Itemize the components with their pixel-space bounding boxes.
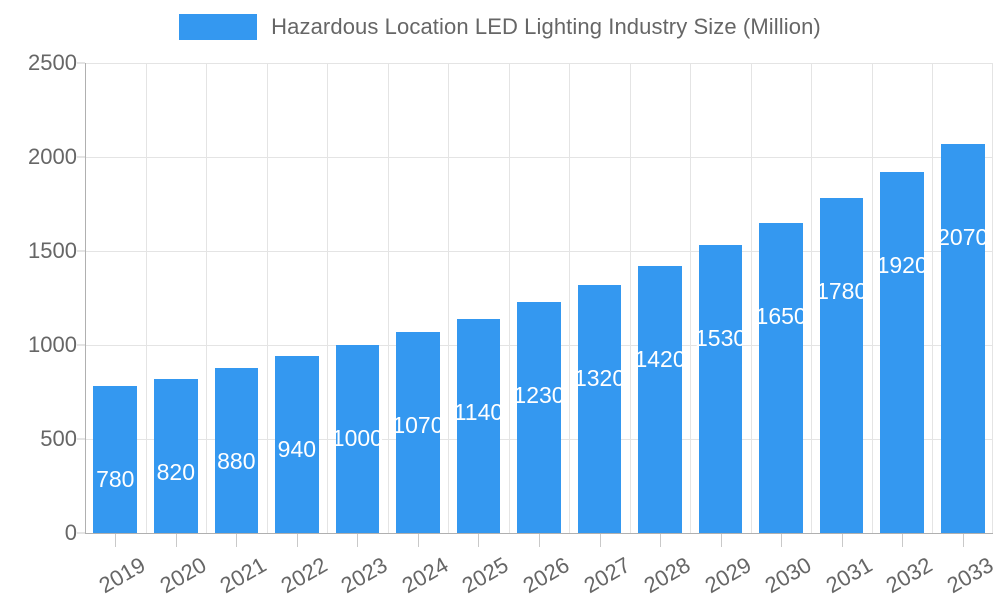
y-axis-tick-label: 500 xyxy=(40,426,77,451)
x-axis-tick-label: 2031 xyxy=(821,552,877,599)
plot-area: 780 820 880 940 1000 1070 1140 1230 1320 1420 1530… xyxy=(85,63,993,534)
x-axis-tick-mark xyxy=(660,534,662,547)
bar[interactable] xyxy=(335,345,380,533)
y-axis: 0 500 1000 1500 2000 2500 xyxy=(0,0,85,600)
legend-swatch xyxy=(179,14,258,40)
bar[interactable] xyxy=(456,318,501,533)
x-axis-tick-label: 2029 xyxy=(700,552,756,599)
x-axis-tick-label: 2022 xyxy=(276,552,332,599)
x-axis-tick-label: 2027 xyxy=(579,552,635,599)
gridline-vertical xyxy=(751,63,752,533)
gridline-vertical xyxy=(992,63,993,533)
gridline-vertical xyxy=(811,63,812,533)
x-axis-tick-mark xyxy=(841,534,843,547)
x-axis-tick-label: 2020 xyxy=(155,552,211,599)
gridline-vertical xyxy=(932,63,933,533)
y-axis-tick-label: 1500 xyxy=(28,238,77,263)
gridline-vertical xyxy=(872,63,873,533)
chart-legend: Hazardous Location LED Lighting Industry… xyxy=(0,14,1000,40)
gridline-vertical xyxy=(206,63,207,533)
gridline-vertical xyxy=(630,63,631,533)
bar[interactable] xyxy=(759,222,803,533)
x-axis-tick-label: 2032 xyxy=(881,552,937,599)
gridline-vertical xyxy=(569,63,570,533)
x-axis-tick-mark xyxy=(115,534,117,547)
y-axis-tick-mark xyxy=(77,250,85,252)
bar[interactable] xyxy=(517,301,561,533)
x-axis-tick-label: 2033 xyxy=(942,552,998,599)
x-axis-tick-label: 2030 xyxy=(760,552,816,599)
x-axis-tick-label: 2026 xyxy=(518,552,574,599)
bar[interactable] xyxy=(698,245,743,533)
x-axis-tick-mark xyxy=(296,534,298,547)
gridline-horizontal xyxy=(85,63,993,64)
bar[interactable] xyxy=(396,331,440,533)
gridline-vertical xyxy=(448,63,449,533)
bar[interactable] xyxy=(275,356,319,533)
x-axis-tick-mark xyxy=(539,534,540,547)
legend-label: Hazardous Location LED Lighting Industry… xyxy=(271,14,821,39)
x-axis-tick-mark xyxy=(236,534,238,547)
y-axis-tick-label: 0 xyxy=(64,520,77,545)
x-axis-line xyxy=(85,533,993,534)
y-axis-tick-mark xyxy=(77,532,85,534)
bar[interactable] xyxy=(819,198,864,533)
bar[interactable] xyxy=(214,367,259,533)
x-axis-tick-mark xyxy=(478,534,480,547)
gridline-horizontal xyxy=(85,251,993,252)
y-axis-tick-mark xyxy=(77,344,85,346)
gridline-vertical xyxy=(327,63,328,533)
x-axis-tick-label: 2025 xyxy=(458,552,513,599)
x-axis-tick-mark xyxy=(962,534,964,547)
x-axis-tick-mark xyxy=(781,534,783,547)
x-axis-tick-label: 2028 xyxy=(639,552,695,599)
gridline-vertical xyxy=(388,63,389,533)
x-axis-tick-mark xyxy=(902,534,904,547)
y-axis-tick-label: 2500 xyxy=(28,50,77,75)
bar[interactable] xyxy=(940,143,985,533)
bar[interactable] xyxy=(93,386,138,533)
gridline-horizontal xyxy=(85,157,993,158)
y-axis-line xyxy=(85,63,86,534)
x-axis-tick-mark xyxy=(357,534,359,547)
y-axis-tick-mark xyxy=(77,438,85,440)
y-axis-tick-label: 2000 xyxy=(28,144,77,169)
bar[interactable] xyxy=(154,378,198,533)
gridline-vertical xyxy=(146,63,147,533)
x-axis-tick-label: 2024 xyxy=(397,552,453,599)
x-axis-tick-label: 2023 xyxy=(336,552,392,599)
x-axis-tick-mark xyxy=(175,534,177,547)
x-axis-tick-mark xyxy=(417,534,419,547)
y-axis-tick-mark xyxy=(77,62,85,64)
gridline-vertical xyxy=(509,63,510,533)
y-axis-tick-mark xyxy=(77,156,85,158)
bar[interactable] xyxy=(577,284,622,533)
x-axis-tick-label: 2021 xyxy=(215,552,271,599)
bar[interactable] xyxy=(880,172,924,533)
gridline-vertical xyxy=(690,63,691,533)
x-axis-tick-mark xyxy=(720,534,722,547)
gridline-vertical xyxy=(267,63,268,533)
bar[interactable] xyxy=(638,266,682,533)
x-axis-tick-label: 2019 xyxy=(94,552,150,599)
y-axis-tick-label: 1000 xyxy=(28,332,77,357)
x-axis-tick-mark xyxy=(599,534,601,547)
